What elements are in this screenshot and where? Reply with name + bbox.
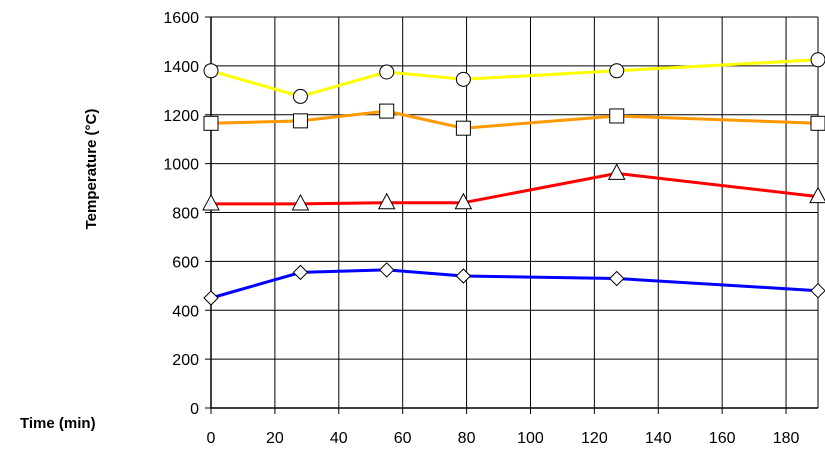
series-1-point xyxy=(609,63,625,79)
y-tick-label: 1200 xyxy=(163,108,199,125)
series-4-point xyxy=(455,268,472,284)
series-2-point xyxy=(455,120,471,136)
y-tick-label: 600 xyxy=(172,254,199,271)
y-tick-label: 1600 xyxy=(163,10,199,27)
x-axis-label: Time (min) xyxy=(20,415,96,432)
axes xyxy=(205,16,818,414)
series-3-point xyxy=(607,163,626,180)
series-3-point xyxy=(809,186,825,204)
series-1-point xyxy=(455,71,471,87)
y-tick-label: 1400 xyxy=(163,59,199,76)
gridlines xyxy=(210,16,819,409)
series-3-point xyxy=(291,193,310,211)
series-4-point xyxy=(379,262,395,278)
y-tick-label: 800 xyxy=(172,206,199,223)
series-markers xyxy=(202,52,825,306)
x-tick-label: 100 xyxy=(517,430,544,447)
x-tick-label: 120 xyxy=(581,430,608,447)
y-axis-label: Temperature (°C) xyxy=(83,109,100,230)
series-4-point xyxy=(203,290,219,306)
series-1-point xyxy=(810,52,825,68)
series-3-point xyxy=(377,192,396,210)
y-tick-label: 1000 xyxy=(163,157,199,174)
series-1-point xyxy=(379,64,395,80)
series-4-point xyxy=(609,270,625,287)
x-tick-label: 0 xyxy=(207,430,216,447)
y-tick-label: 400 xyxy=(172,303,199,320)
series-lines xyxy=(210,58,819,300)
x-tick-label: 80 xyxy=(458,430,476,447)
series-2-point xyxy=(810,115,825,131)
y-tick-label: 200 xyxy=(172,352,199,369)
series-3-point xyxy=(454,192,473,210)
y-tick-label: 0 xyxy=(190,401,199,418)
series-2-point xyxy=(203,115,219,131)
series-2-point xyxy=(379,103,395,119)
series-4-point xyxy=(292,264,309,281)
x-tick-label: 40 xyxy=(330,430,348,447)
x-tick-label: 160 xyxy=(709,430,736,447)
series-2-point xyxy=(292,113,308,129)
series-1-point xyxy=(292,88,308,104)
x-tick-label: 140 xyxy=(645,430,672,447)
x-tick-label: 20 xyxy=(266,430,284,447)
series-1-point xyxy=(203,63,219,79)
series-4-point xyxy=(810,282,825,299)
series-3-point xyxy=(202,193,220,211)
series-line-3 xyxy=(211,171,819,206)
series-2-point xyxy=(609,108,625,124)
x-tick-labels: 0 20 40 60 80 100 120 140 160 180 xyxy=(207,430,800,447)
series-line-4 xyxy=(210,268,819,300)
x-tick-label: 60 xyxy=(394,430,412,447)
y-tick-labels: 0 200 400 600 800 1000 1200 1400 1600 xyxy=(163,10,199,418)
x-tick-label: 180 xyxy=(773,430,800,447)
series-line-2 xyxy=(210,109,819,130)
series-line-1 xyxy=(210,58,819,98)
